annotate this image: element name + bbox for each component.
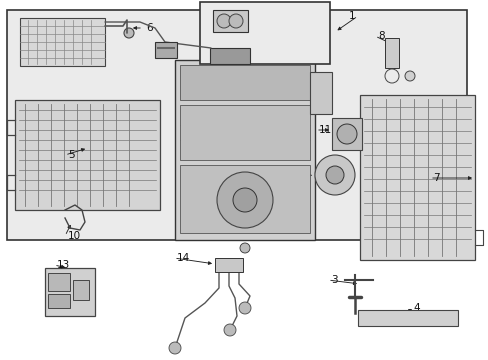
Text: 5: 5 xyxy=(68,150,75,160)
Bar xyxy=(357,310,457,326)
Bar xyxy=(384,38,398,68)
Bar xyxy=(180,65,309,100)
Text: 9: 9 xyxy=(279,67,285,77)
Bar xyxy=(45,268,95,316)
Bar xyxy=(73,280,89,300)
Text: 4: 4 xyxy=(412,303,419,313)
Bar xyxy=(180,105,309,160)
Bar xyxy=(209,48,249,64)
Bar xyxy=(175,60,314,240)
Circle shape xyxy=(169,342,181,354)
Text: 10: 10 xyxy=(68,231,81,241)
Text: 1: 1 xyxy=(347,11,354,21)
Text: 6: 6 xyxy=(146,23,152,33)
Circle shape xyxy=(217,172,272,228)
Bar xyxy=(7,10,466,240)
Circle shape xyxy=(228,14,243,28)
Text: 2: 2 xyxy=(252,11,259,21)
Text: 8: 8 xyxy=(377,31,384,41)
Circle shape xyxy=(232,188,257,212)
Bar xyxy=(213,10,247,32)
Bar xyxy=(20,18,105,66)
Text: 12: 12 xyxy=(274,173,287,183)
Circle shape xyxy=(404,71,414,81)
Bar xyxy=(309,72,331,114)
Bar xyxy=(331,118,361,150)
Circle shape xyxy=(336,124,356,144)
Text: 11: 11 xyxy=(318,125,331,135)
Text: 3: 3 xyxy=(330,275,337,285)
Bar xyxy=(359,95,474,260)
Text: 7: 7 xyxy=(432,173,439,183)
Circle shape xyxy=(314,155,354,195)
Circle shape xyxy=(124,28,134,38)
Circle shape xyxy=(239,302,250,314)
Text: 13: 13 xyxy=(57,260,70,270)
Bar xyxy=(215,258,243,272)
Bar xyxy=(155,42,177,58)
Bar xyxy=(48,273,70,291)
Bar xyxy=(180,165,309,233)
Bar xyxy=(200,2,329,64)
Circle shape xyxy=(224,324,236,336)
Circle shape xyxy=(240,243,249,253)
Circle shape xyxy=(325,166,343,184)
Text: 14: 14 xyxy=(177,253,190,263)
Bar xyxy=(15,100,160,210)
Bar xyxy=(48,294,70,308)
Circle shape xyxy=(217,14,230,28)
